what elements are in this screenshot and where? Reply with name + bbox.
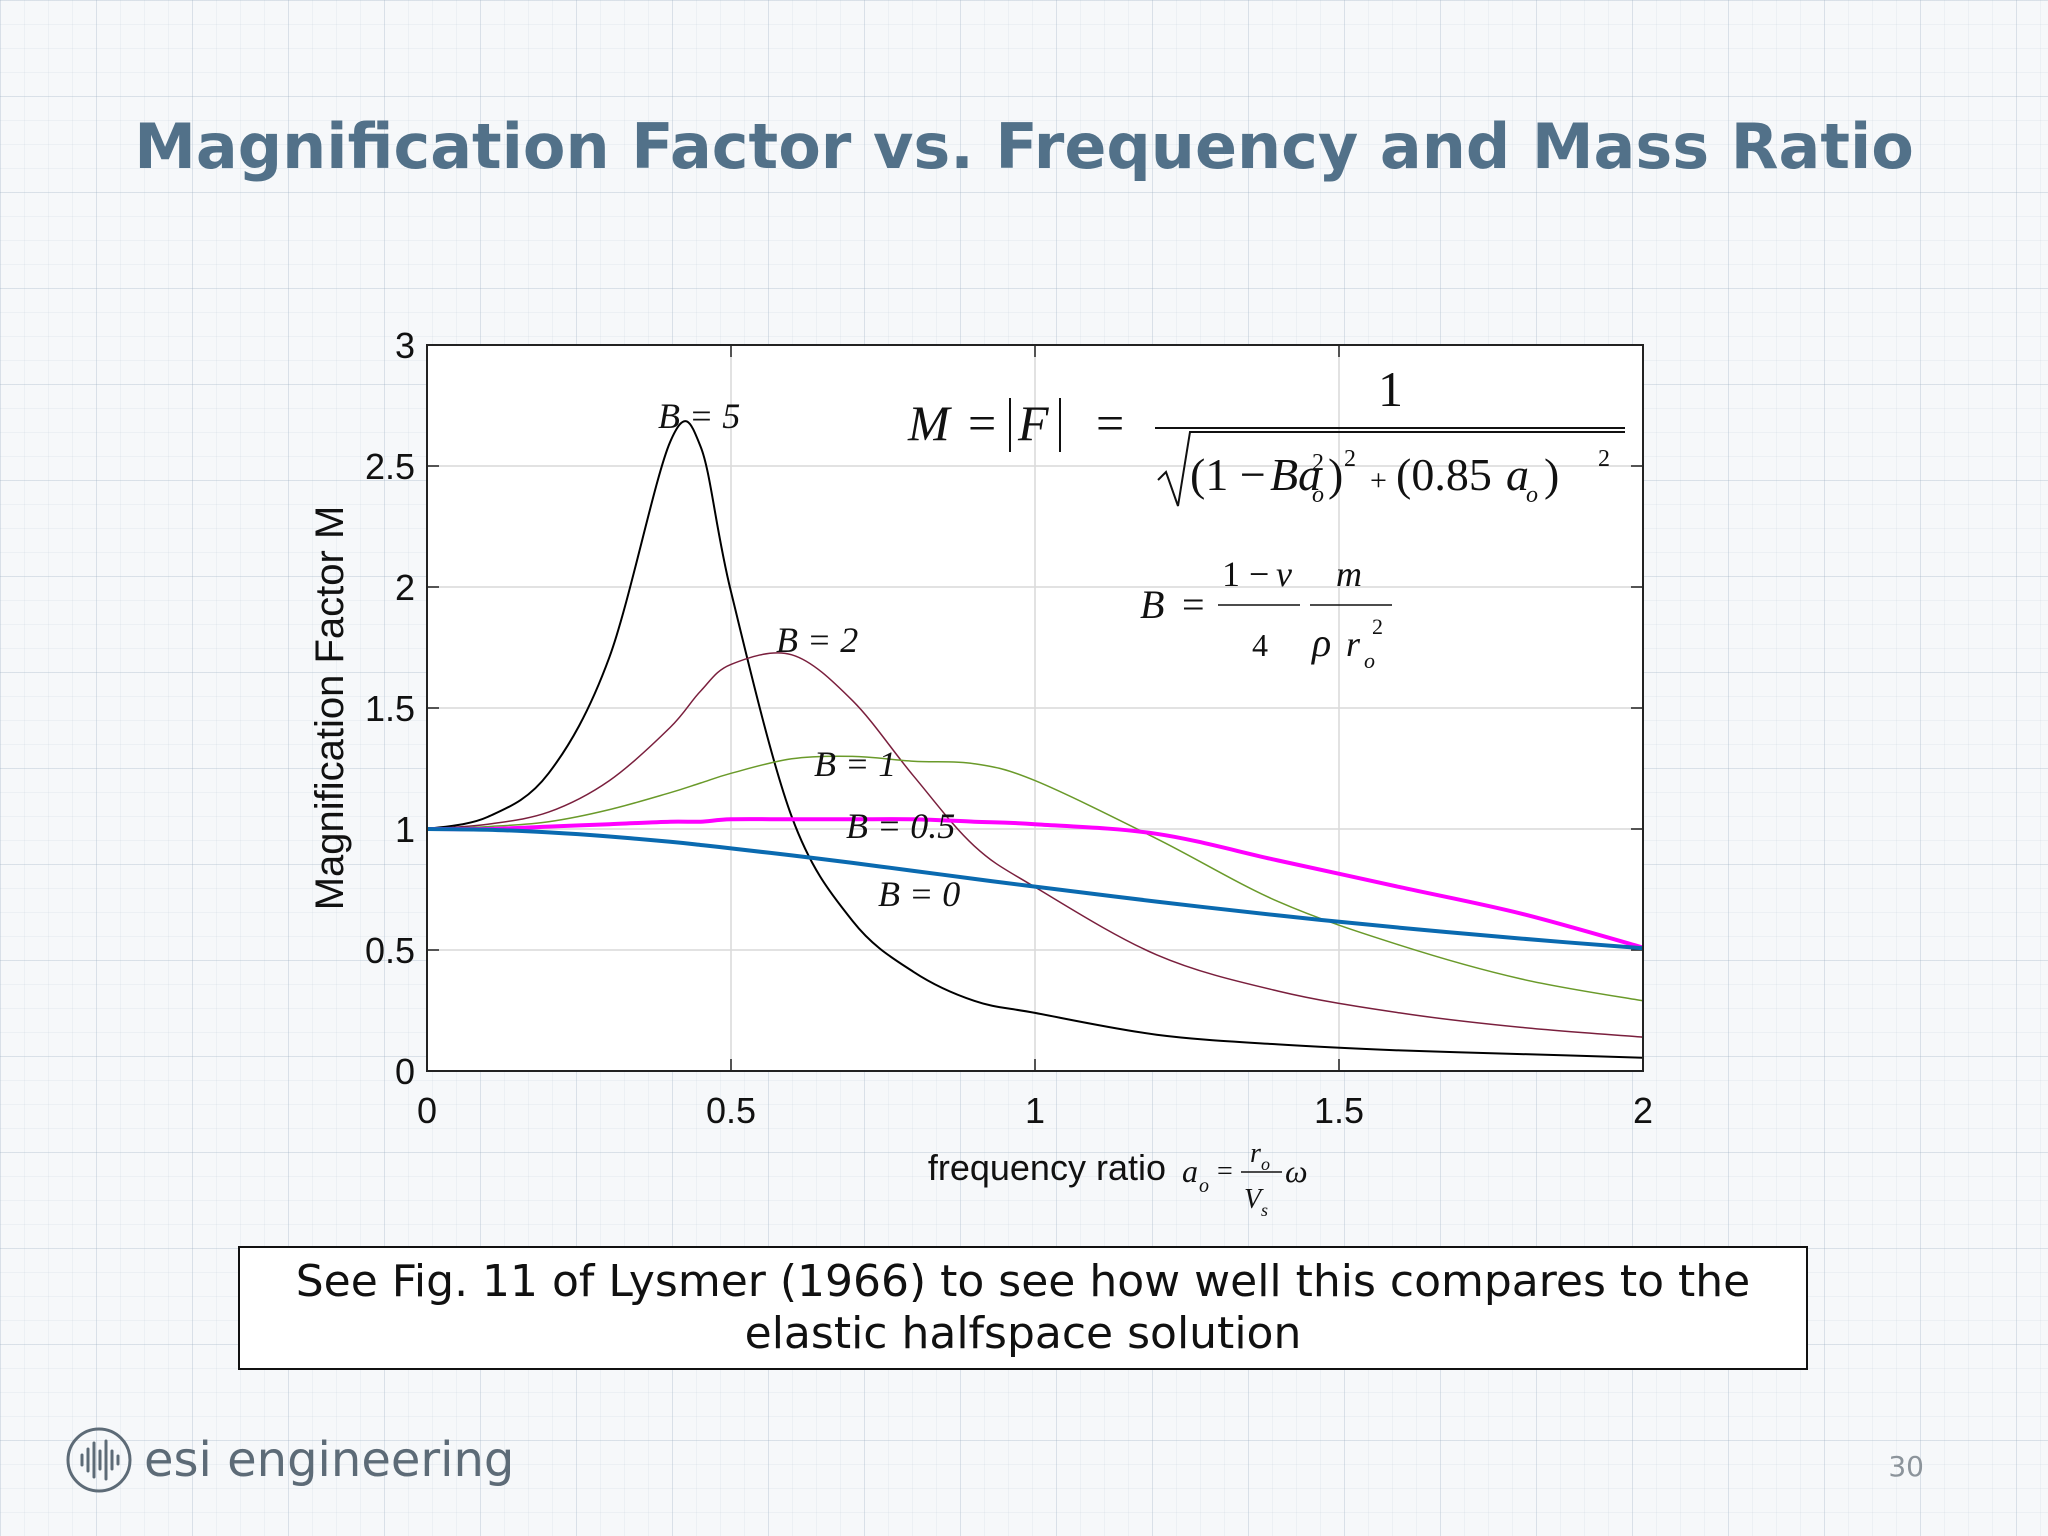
y-tick-label: 2 xyxy=(395,567,415,608)
svg-text:): ) xyxy=(1328,449,1343,500)
tick-labels: 0 0.5 1 1.5 2 0 0.5 1 1.5 2 2.5 3 xyxy=(365,325,1653,1131)
svg-text:ρ: ρ xyxy=(1310,620,1331,665)
reference-note: See Fig. 11 of Lysmer (1966) to see how … xyxy=(238,1246,1808,1370)
svg-text:m: m xyxy=(1336,554,1362,594)
curve-labels: B = 5 B = 2 B = 1 B = 0.5 B = 0 xyxy=(658,396,960,914)
label-b05: B = 0.5 xyxy=(846,806,955,846)
label-b1: B = 1 xyxy=(814,744,896,784)
svg-text:B: B xyxy=(1140,582,1164,627)
y-tick-label: 1 xyxy=(395,809,415,850)
svg-text:=: = xyxy=(1096,395,1124,451)
svg-text:4: 4 xyxy=(1252,627,1268,663)
label-b2: B = 2 xyxy=(776,620,858,660)
svg-text:(1 −: (1 − xyxy=(1190,449,1266,500)
x-tick-label: 0.5 xyxy=(706,1090,756,1131)
magnification-formula: M = F = 1 (1 − Ba 2 o ) 2 + (0.85 a o ) … xyxy=(907,361,1625,508)
svg-text:Ba: Ba xyxy=(1270,449,1321,500)
svg-text:=: = xyxy=(968,395,996,451)
svg-text:M: M xyxy=(907,395,952,451)
note-line-1: See Fig. 11 of Lysmer (1966) to see how … xyxy=(295,1256,1751,1307)
company-logo: esi engineering xyxy=(64,1422,514,1498)
logo-text: esi engineering xyxy=(144,1432,515,1488)
series-line-b1 xyxy=(426,755,1644,1002)
y-tick-label: 3 xyxy=(395,325,415,366)
series-line-b05 xyxy=(426,817,1644,950)
x-axis-label: frequency ratio xyxy=(928,1147,1166,1188)
soundwave-logo-icon xyxy=(66,1427,132,1493)
svg-text:F: F xyxy=(1017,395,1049,451)
x-axis-symbol: a o = r o V s ω xyxy=(1182,1138,1308,1220)
y-tick-label: 2.5 xyxy=(365,446,415,487)
svg-text:2: 2 xyxy=(1344,446,1356,472)
svg-text:): ) xyxy=(1544,449,1559,500)
y-axis-label: Magnification Factor M xyxy=(308,506,352,911)
series-line-b5 xyxy=(426,420,1644,1059)
series-line-b0 xyxy=(426,827,1644,951)
svg-text:o: o xyxy=(1364,648,1375,673)
label-b5: B = 5 xyxy=(658,396,740,436)
grid-lines xyxy=(426,344,1644,1072)
svg-text:1 −: 1 − xyxy=(1222,554,1269,594)
svg-text:a: a xyxy=(1506,449,1529,500)
svg-text:2: 2 xyxy=(1312,450,1324,476)
svg-text:+: + xyxy=(1370,464,1387,497)
b-definition: B = 1 − ν 4 m ρ r 2 o xyxy=(1140,554,1392,673)
svg-text:o: o xyxy=(1261,1154,1270,1174)
note-line-2: elastic halfspace solution xyxy=(744,1308,1302,1359)
svg-text:2: 2 xyxy=(1372,614,1383,639)
svg-text:s: s xyxy=(1261,1200,1268,1220)
svg-text:ω: ω xyxy=(1285,1153,1308,1189)
data-curves xyxy=(426,420,1644,1059)
svg-text:o: o xyxy=(1199,1175,1209,1197)
svg-text:=: = xyxy=(1182,582,1205,627)
svg-text:1: 1 xyxy=(1378,361,1403,417)
svg-text:a: a xyxy=(1182,1153,1198,1189)
svg-text:V: V xyxy=(1244,1184,1264,1215)
y-tick-label: 1.5 xyxy=(365,688,415,729)
x-tick-label: 1.5 xyxy=(1314,1090,1364,1131)
svg-text:2: 2 xyxy=(1598,446,1610,472)
svg-text:r: r xyxy=(1250,1138,1261,1169)
y-tick-label: 0 xyxy=(395,1051,415,1092)
svg-text:(0.85: (0.85 xyxy=(1396,449,1492,500)
svg-text:ν: ν xyxy=(1276,554,1292,594)
y-tick-label: 0.5 xyxy=(365,930,415,971)
x-tick-label: 1 xyxy=(1025,1090,1045,1131)
svg-text:o: o xyxy=(1312,482,1324,508)
x-tick-label: 2 xyxy=(1633,1090,1653,1131)
svg-text:o: o xyxy=(1526,482,1538,508)
label-b0: B = 0 xyxy=(878,874,960,914)
slide-title: Magnification Factor vs. Frequency and M… xyxy=(134,110,1914,183)
svg-text:r: r xyxy=(1346,624,1361,664)
plot-frame xyxy=(426,344,1644,1072)
x-tick-label: 0 xyxy=(417,1090,437,1131)
svg-text:=: = xyxy=(1217,1156,1233,1187)
page-number: 30 xyxy=(1888,1450,1924,1483)
series-line-b2 xyxy=(426,652,1644,1038)
